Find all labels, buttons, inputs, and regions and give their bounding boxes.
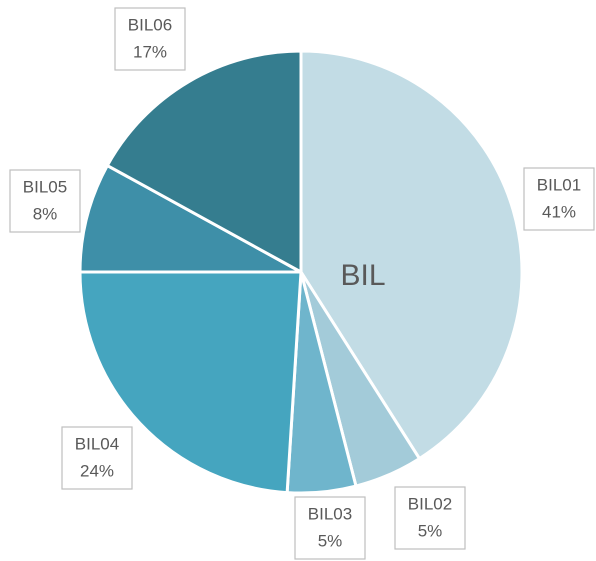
slice-value-label: 41% xyxy=(542,202,576,221)
pie xyxy=(78,49,524,495)
chart-title: BIL xyxy=(340,259,385,292)
slice-category-label: BIL02 xyxy=(408,494,452,513)
label-box xyxy=(61,426,133,490)
slice-category-label: BIL03 xyxy=(308,504,352,523)
slice-value-label: 8% xyxy=(33,204,58,223)
slice-value-label: 5% xyxy=(418,521,443,540)
slice-value-label: 5% xyxy=(318,531,343,550)
slice-category-label: BIL06 xyxy=(128,15,172,34)
pie-slice xyxy=(105,49,303,275)
label-box xyxy=(523,167,595,231)
label-box xyxy=(394,486,466,550)
pie-slice xyxy=(78,270,303,495)
slice-category-label: BIL04 xyxy=(75,434,119,453)
slice-value-label: 24% xyxy=(80,461,114,480)
label-box xyxy=(114,7,186,71)
slice-category-label: BIL01 xyxy=(537,175,581,194)
slice-category-label: BIL05 xyxy=(23,177,67,196)
label-box xyxy=(294,496,366,560)
pie-slice xyxy=(78,163,302,274)
label-box xyxy=(9,169,81,233)
slice-value-label: 17% xyxy=(133,42,167,61)
